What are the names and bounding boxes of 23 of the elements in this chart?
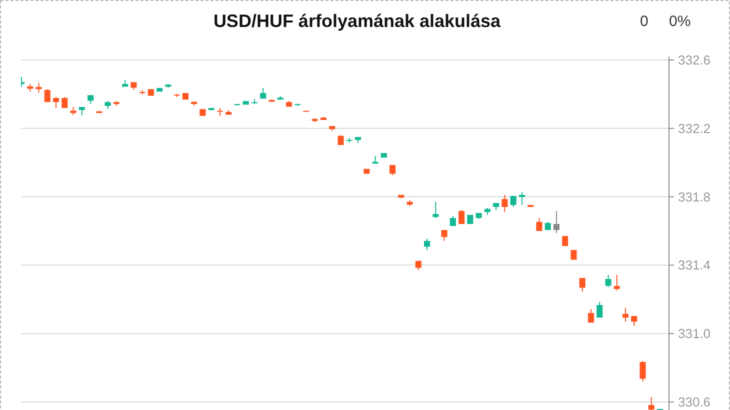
candlestick: [70, 107, 76, 116]
candlestick: [640, 360, 646, 382]
text: 0%: [669, 13, 691, 30]
text: 0: [640, 13, 648, 30]
chart-title: USD/HUF árfolyamának alakulása: [213, 11, 502, 31]
y-tick-label: 331.4: [678, 258, 711, 273]
candlestick: [338, 135, 344, 145]
candlestick: [614, 274, 620, 291]
y-tick-label: 330.6: [678, 394, 711, 410]
y-tick-label: 332.2: [678, 120, 711, 136]
candlestick: [251, 99, 258, 104]
candlestick: [36, 82, 42, 93]
candlestick: [78, 107, 85, 116]
candlestick: [346, 138, 352, 143]
y-tick-label: 331.0: [678, 326, 711, 342]
y-tick-label: 332.6: [678, 52, 711, 68]
y-tick-label: 331.8: [678, 189, 711, 204]
candlestick: [432, 202, 439, 218]
candlestick: [113, 101, 120, 106]
candlestick: [216, 108, 223, 116]
candlestick: [191, 102, 198, 106]
candlestick: [518, 192, 525, 205]
candlestick: [372, 156, 378, 164]
